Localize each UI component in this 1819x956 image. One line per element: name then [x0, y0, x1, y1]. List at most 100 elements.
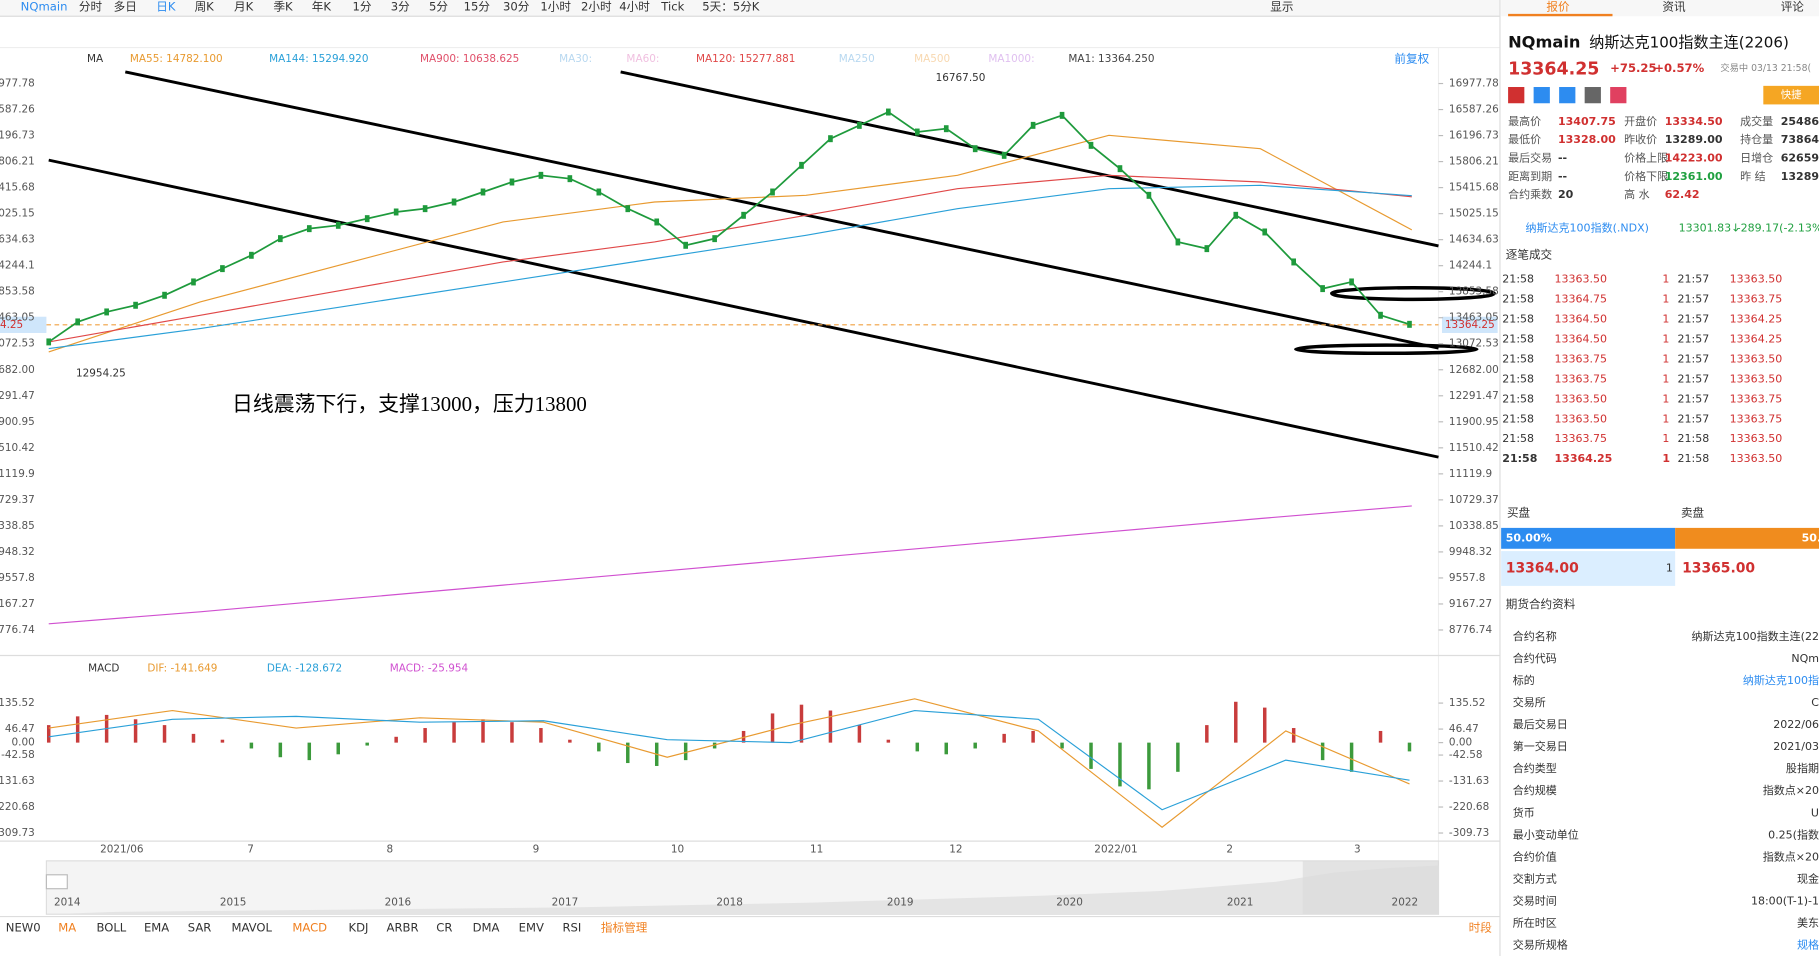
ma-legend: MA120: 15277.881	[696, 53, 795, 65]
candle	[1320, 285, 1325, 293]
change-pct: +0.57%	[1654, 61, 1704, 75]
navigator-window[interactable]	[1302, 860, 1439, 915]
contract-label: 标的	[1513, 673, 1535, 687]
trade-cell: 1	[1662, 352, 1669, 365]
candle	[75, 318, 80, 326]
period-tab[interactable]: Tick	[660, 0, 684, 13]
ask-pct: 50.	[1802, 531, 1819, 544]
period-tab[interactable]: 日K	[156, 0, 176, 13]
contract-label: 合约价值	[1513, 849, 1557, 863]
macd-bar	[307, 742, 312, 761]
x-tick-label: 9	[533, 843, 540, 855]
period-button[interactable]: 时段	[1469, 921, 1493, 935]
navigator-handle[interactable]	[45, 874, 68, 890]
y-tick-label: 46.47	[5, 723, 35, 735]
macd-bar	[915, 742, 920, 752]
period-tab[interactable]: 分时	[79, 0, 103, 13]
adjust-button[interactable]: 前复权	[1394, 52, 1429, 66]
period-tab[interactable]: 5分	[429, 0, 448, 13]
sidebar-tab[interactable]: 资讯	[1662, 0, 1686, 13]
y-tick-label: 9557.8	[0, 572, 35, 584]
indicator-tab[interactable]: ARBR	[387, 921, 419, 935]
indicator-tab[interactable]: MACD	[292, 921, 327, 935]
icon[interactable]	[1559, 87, 1576, 104]
x-tick-label: 2022/01	[1094, 843, 1137, 855]
symbol[interactable]: NQmain	[21, 0, 68, 13]
contract-label: 合约代码	[1513, 651, 1557, 665]
icon[interactable]	[1533, 87, 1550, 104]
y-tick-label: 16587.26	[0, 104, 35, 116]
sidebar-tab[interactable]: 评论	[1781, 0, 1805, 13]
ma-legend: MA1: 13364.250	[1068, 53, 1154, 65]
indicator-tab[interactable]: 指标管理	[601, 921, 648, 935]
contract-label: 合约规模	[1513, 783, 1557, 797]
quick-button[interactable]	[1763, 85, 1819, 105]
period-tab[interactable]: 周K	[195, 0, 215, 13]
price-tag	[0, 316, 47, 333]
indicator-tab[interactable]: EMV	[519, 921, 544, 935]
trade-cell: 13363.75	[1730, 293, 1783, 306]
period-tab[interactable]: 3分	[391, 0, 410, 13]
index-change: -289.17(-2.13%	[1737, 222, 1819, 235]
macd-bar	[1002, 733, 1006, 743]
indicator-tab[interactable]: MAVOL	[231, 921, 272, 935]
icon[interactable]	[1508, 87, 1525, 104]
trade-cell: 13364.25	[1730, 313, 1783, 326]
indicator-tab[interactable]: EMA	[144, 921, 169, 935]
period-tab[interactable]: 4小时	[619, 0, 650, 13]
display-menu[interactable]: 显示	[1270, 0, 1293, 13]
indicator-tab[interactable]: KDJ	[348, 921, 368, 935]
trade-cell: 21:57	[1677, 372, 1709, 385]
candle	[162, 291, 167, 299]
y-tick-label: 15025.15	[1449, 208, 1499, 220]
x-tick-label: 7	[247, 843, 254, 855]
icon[interactable]	[1584, 87, 1601, 104]
y-tick-label: 11119.9	[1449, 468, 1492, 480]
stat-label: 合约乘数	[1508, 187, 1552, 201]
ma-legend: MA	[87, 53, 104, 65]
candle	[567, 175, 573, 183]
trade-cell: 13363.75	[1555, 432, 1608, 445]
ma-legend: MA500	[914, 53, 950, 65]
trade-cell: 1	[1662, 452, 1670, 465]
period-tab[interactable]: 15分	[464, 0, 491, 13]
symbol-title: NQmain	[1508, 32, 1580, 51]
period-tab[interactable]: 30分	[503, 0, 530, 13]
ask-price: 13365.00	[1682, 560, 1755, 576]
icon[interactable]	[1610, 87, 1627, 104]
quick-label[interactable]: 快捷	[1781, 88, 1802, 101]
stat-value: 13407.75	[1558, 115, 1616, 128]
period-tab[interactable]: 5天：5分K	[702, 0, 760, 13]
stat-label: 价格下限	[1624, 169, 1668, 183]
index-name[interactable]: 纳斯达克100指数(.NDX)	[1526, 221, 1649, 235]
indicator-tab[interactable]: NEW0	[6, 921, 41, 935]
candle	[1030, 121, 1036, 129]
stat-value: 62.42	[1665, 188, 1700, 201]
indicator-tab[interactable]: CR	[436, 921, 452, 935]
period-tab[interactable]: 1分	[352, 0, 371, 13]
period-tab[interactable]: 2小时	[581, 0, 612, 13]
trade-cell: 21:58	[1502, 332, 1534, 345]
year-label: 2015	[220, 897, 247, 909]
sidebar-tab[interactable]: 报价	[1546, 0, 1570, 13]
indicator-tab[interactable]: RSI	[562, 921, 581, 935]
period-tab[interactable]: 多日	[114, 0, 137, 13]
period-tab[interactable]: 月K	[234, 0, 254, 13]
y-tick-label: 16196.73	[1449, 130, 1499, 142]
contract-value: C	[1811, 696, 1819, 709]
stat-value: --	[1558, 170, 1567, 183]
indicator-tab[interactable]: SAR	[188, 921, 212, 935]
period-tab[interactable]: 年K	[312, 0, 332, 13]
trade-cell: 21:58	[1677, 432, 1709, 445]
indicator-tab[interactable]: DMA	[473, 921, 500, 935]
candle	[972, 145, 978, 153]
trend-line	[124, 70, 1439, 350]
period-tab[interactable]: 季K	[273, 0, 293, 13]
period-tab[interactable]: 1小时	[540, 0, 571, 13]
indicator-tab[interactable]: MA	[58, 921, 76, 935]
candle	[451, 198, 457, 206]
candle	[191, 278, 196, 286]
trade-cell: 21:58	[1502, 352, 1534, 365]
indicator-tab[interactable]: BOLL	[96, 921, 126, 935]
